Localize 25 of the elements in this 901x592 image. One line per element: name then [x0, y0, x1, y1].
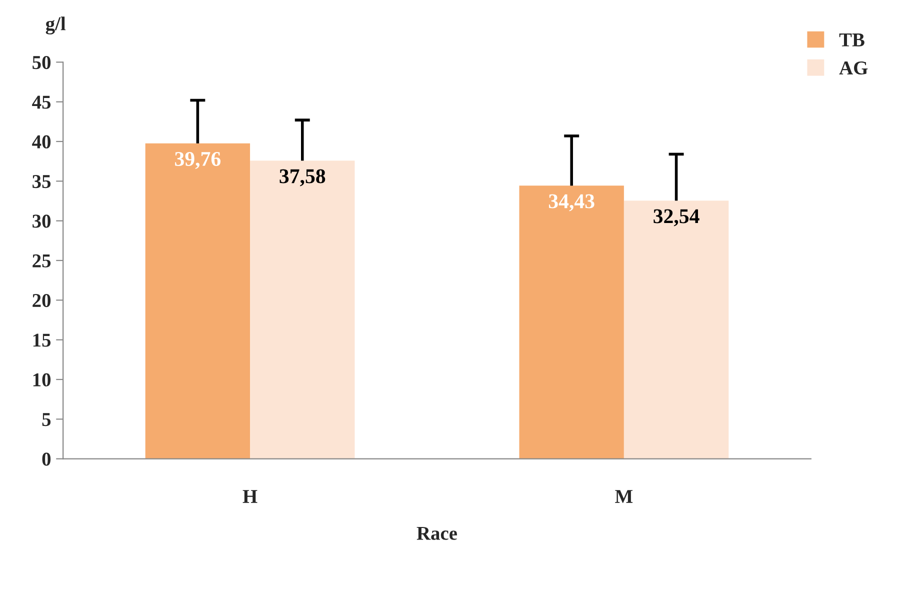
y-tick-label: 25 — [32, 254, 51, 268]
y-tick-label: 20 — [32, 294, 51, 308]
data-label: 39,76 — [175, 152, 221, 170]
bar — [250, 160, 355, 459]
x-tick-label: H — [242, 490, 258, 503]
data-label: 32,54 — [654, 209, 700, 226]
legend-label: AG — [839, 61, 868, 75]
bar — [624, 200, 729, 459]
y-tick-label: 50 — [32, 56, 51, 70]
y-tick-label: 0 — [42, 452, 51, 466]
bar — [145, 143, 250, 459]
y-tick-label: 10 — [33, 373, 51, 386]
bar — [519, 186, 624, 459]
y-tick-label: 5 — [42, 413, 51, 426]
legend-label: TB — [839, 34, 864, 46]
data-label: 34,43 — [548, 194, 594, 212]
x-tick-label: M — [615, 490, 633, 503]
y-tick-label: 40 — [32, 135, 51, 148]
y-axis-title: g/l — [46, 16, 66, 34]
y-tick-label: 45 — [32, 96, 51, 109]
y-tick-label: 30 — [32, 214, 51, 228]
data-label: 37,58 — [280, 169, 326, 186]
y-tick-label: 35 — [32, 175, 51, 188]
y-tick-label: 15 — [33, 334, 51, 347]
x-axis-title: Race — [416, 526, 457, 540]
